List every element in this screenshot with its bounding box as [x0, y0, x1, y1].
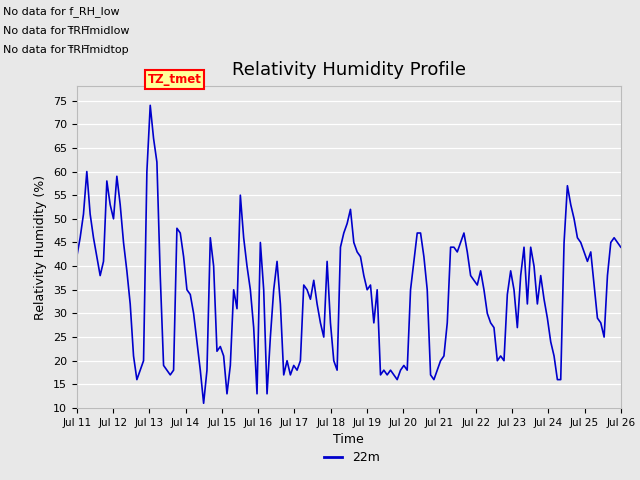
Text: No data for f̅RH̅midtop: No data for f̅RH̅midtop	[3, 45, 129, 55]
Text: No data for f_RH_low: No data for f_RH_low	[3, 6, 120, 17]
Legend: 22m: 22m	[319, 446, 385, 469]
Text: No data for f̅RH̅midlow: No data for f̅RH̅midlow	[3, 25, 130, 36]
Y-axis label: Relativity Humidity (%): Relativity Humidity (%)	[35, 175, 47, 320]
Text: TZ_tmet: TZ_tmet	[147, 73, 202, 86]
X-axis label: Time: Time	[333, 433, 364, 446]
Title: Relativity Humidity Profile: Relativity Humidity Profile	[232, 61, 466, 79]
